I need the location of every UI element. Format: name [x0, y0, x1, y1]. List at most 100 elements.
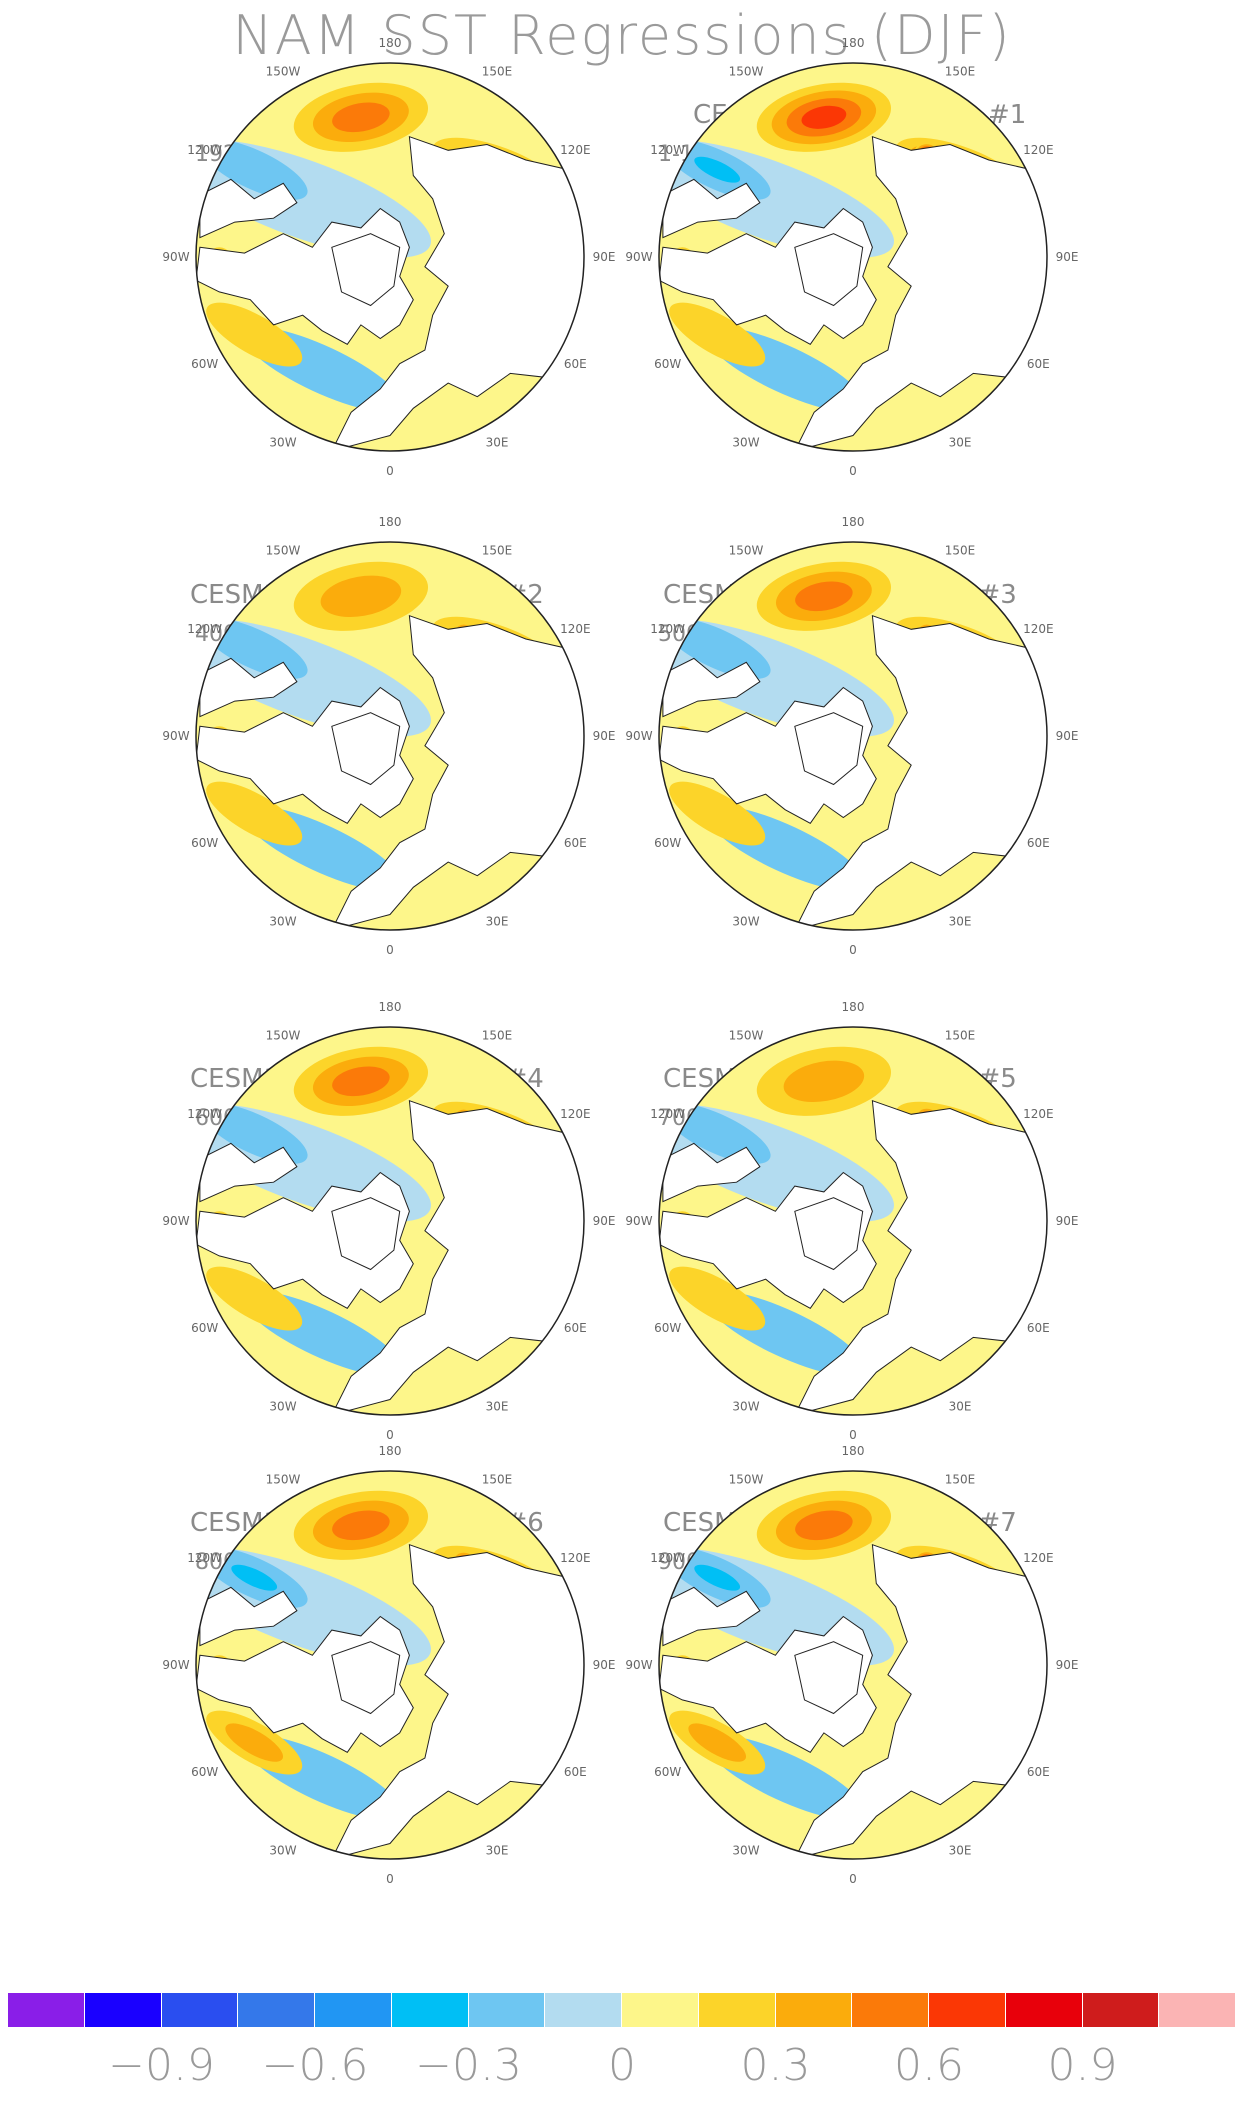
- longitude-label: 150W: [266, 1473, 301, 1487]
- longitude-label: 120W: [650, 622, 685, 636]
- colorbar-swatch: [1005, 1993, 1083, 2027]
- map-boundary: [658, 62, 1048, 452]
- sst-field: [196, 1027, 584, 1415]
- anomaly-np_center: [795, 581, 853, 612]
- longitude-label: 60E: [564, 1321, 587, 1335]
- longitude-label: 150W: [266, 544, 301, 558]
- polar-map: 180 150E 120E 90E 60E 30E 0 30W 60W 90W 120W 150W: [162, 36, 615, 478]
- longitude-label: 150E: [945, 544, 976, 558]
- anomaly-np_west: [222, 151, 287, 188]
- colorbar-swatch: [698, 1993, 776, 2027]
- anomaly-np_center: [320, 575, 402, 618]
- land-mass: [199, 1586, 298, 1647]
- land-mass: [331, 1641, 401, 1715]
- longitude-label: 180: [379, 36, 402, 50]
- colorbar-swatch: [468, 1993, 546, 2027]
- sst-field: [196, 63, 584, 451]
- colorbar-tick-label: 0: [608, 2040, 636, 2091]
- sst-field: [196, 542, 584, 930]
- colorbar-swatch: [622, 1993, 699, 2027]
- longitude-label: 90E: [1056, 250, 1079, 264]
- land-mass: [794, 1641, 864, 1715]
- longitude-label: 150E: [482, 544, 513, 558]
- colorbar-swatch: [8, 1993, 85, 2027]
- land-mass: [199, 1142, 298, 1203]
- polar-map: 180 150E 120E 90E 60E 30E 0 30W 60W 90W 120W 150W: [625, 1444, 1078, 1886]
- land-mass: [662, 1586, 761, 1647]
- sst-field: [659, 1027, 1047, 1415]
- longitude-label: 90E: [593, 1214, 616, 1228]
- colorbar-swatch: [84, 1993, 162, 2027]
- colorbar-tick-label: −0.3: [415, 2040, 522, 2091]
- map-boundary: [195, 62, 585, 452]
- map-boundary: [658, 541, 1048, 931]
- longitude-label: 150W: [729, 65, 764, 79]
- longitude-label: 30W: [732, 1843, 759, 1857]
- longitude-label: 0: [849, 1872, 857, 1886]
- longitude-label: 150E: [945, 65, 976, 79]
- longitude-label: 30W: [269, 1399, 296, 1413]
- anomaly-np_west: [685, 1115, 750, 1152]
- longitude-label: 30E: [486, 1843, 509, 1857]
- longitude-label: 150E: [482, 1029, 513, 1043]
- anomaly-na_subtrop: [225, 1723, 284, 1762]
- longitude-label: 60W: [654, 1321, 681, 1335]
- longitude-label: 180: [842, 515, 865, 529]
- longitude-label: 60W: [654, 1765, 681, 1779]
- longitude-label: 0: [386, 943, 394, 957]
- longitude-label: 120E: [1023, 1107, 1054, 1121]
- longitude-label: 120W: [650, 1551, 685, 1565]
- longitude-label: 90W: [162, 1658, 189, 1672]
- longitude-label: 30E: [486, 1399, 509, 1413]
- anomaly-np_center: [332, 1510, 390, 1541]
- land-mass: [794, 233, 864, 307]
- colorbar-tick-label: 0.6: [894, 2040, 964, 2091]
- anomaly-np_west: [231, 1564, 278, 1591]
- longitude-label: 30W: [269, 914, 296, 928]
- longitude-label: 180: [379, 1000, 402, 1014]
- anomaly-na_subtrop: [206, 781, 303, 846]
- longitude-label: 90W: [162, 1214, 189, 1228]
- longitude-label: 0: [386, 1428, 394, 1442]
- colorbar-swatch: [545, 1993, 622, 2027]
- longitude-label: 120W: [187, 1551, 222, 1565]
- longitude-label: 150E: [945, 1029, 976, 1043]
- longitude-label: 180: [379, 515, 402, 529]
- longitude-label: 60W: [191, 1765, 218, 1779]
- longitude-label: 90E: [593, 1658, 616, 1672]
- longitude-label: 60E: [1027, 357, 1050, 371]
- anomaly-np_west: [222, 1115, 287, 1152]
- longitude-label: 90E: [1056, 729, 1079, 743]
- anomaly-np_center: [332, 1066, 390, 1097]
- colorbar-swatch: [929, 1993, 1006, 2027]
- longitude-label: 30E: [949, 435, 972, 449]
- colorbar-swatch: [775, 1993, 853, 2027]
- sst-field: [196, 1471, 584, 1859]
- anomaly-na_subtrop: [206, 302, 303, 367]
- longitude-label: 90W: [162, 250, 189, 264]
- longitude-label: 30E: [486, 914, 509, 928]
- anomaly-np_west: [694, 1564, 741, 1591]
- longitude-label: 30W: [732, 1399, 759, 1413]
- longitude-label: 120E: [560, 1551, 591, 1565]
- colorbar-swatch: [852, 1993, 929, 2027]
- longitude-label: 120W: [650, 143, 685, 157]
- longitude-label: 150E: [482, 65, 513, 79]
- map-boundary: [658, 1026, 1048, 1416]
- map-boundary: [195, 1026, 585, 1416]
- longitude-label: 150W: [729, 1473, 764, 1487]
- longitude-label: 120E: [560, 143, 591, 157]
- longitude-label: 90E: [593, 729, 616, 743]
- polar-map: 180 150E 120E 90E 60E 30E 0 30W 60W 90W 120W 150W: [162, 1000, 616, 1442]
- polar-map: 180 150E 120E 90E 60E 30E 0 30W 60W 90W 120W 150W: [162, 515, 616, 957]
- polar-map: 180 150E 120E 90E 60E 30E 0 30W 60W 90W 120W 150W: [625, 1000, 1078, 1442]
- longitude-label: 60W: [654, 836, 681, 850]
- longitude-label: 180: [842, 36, 865, 50]
- longitude-label: 90W: [625, 729, 652, 743]
- anomaly-np_center: [795, 1510, 853, 1541]
- longitude-label: 90W: [625, 1658, 652, 1672]
- sst-field: [659, 63, 1047, 451]
- colorbar-swatch: [315, 1993, 392, 2027]
- anomaly-na_subtrop: [669, 302, 766, 367]
- longitude-label: 60E: [564, 357, 587, 371]
